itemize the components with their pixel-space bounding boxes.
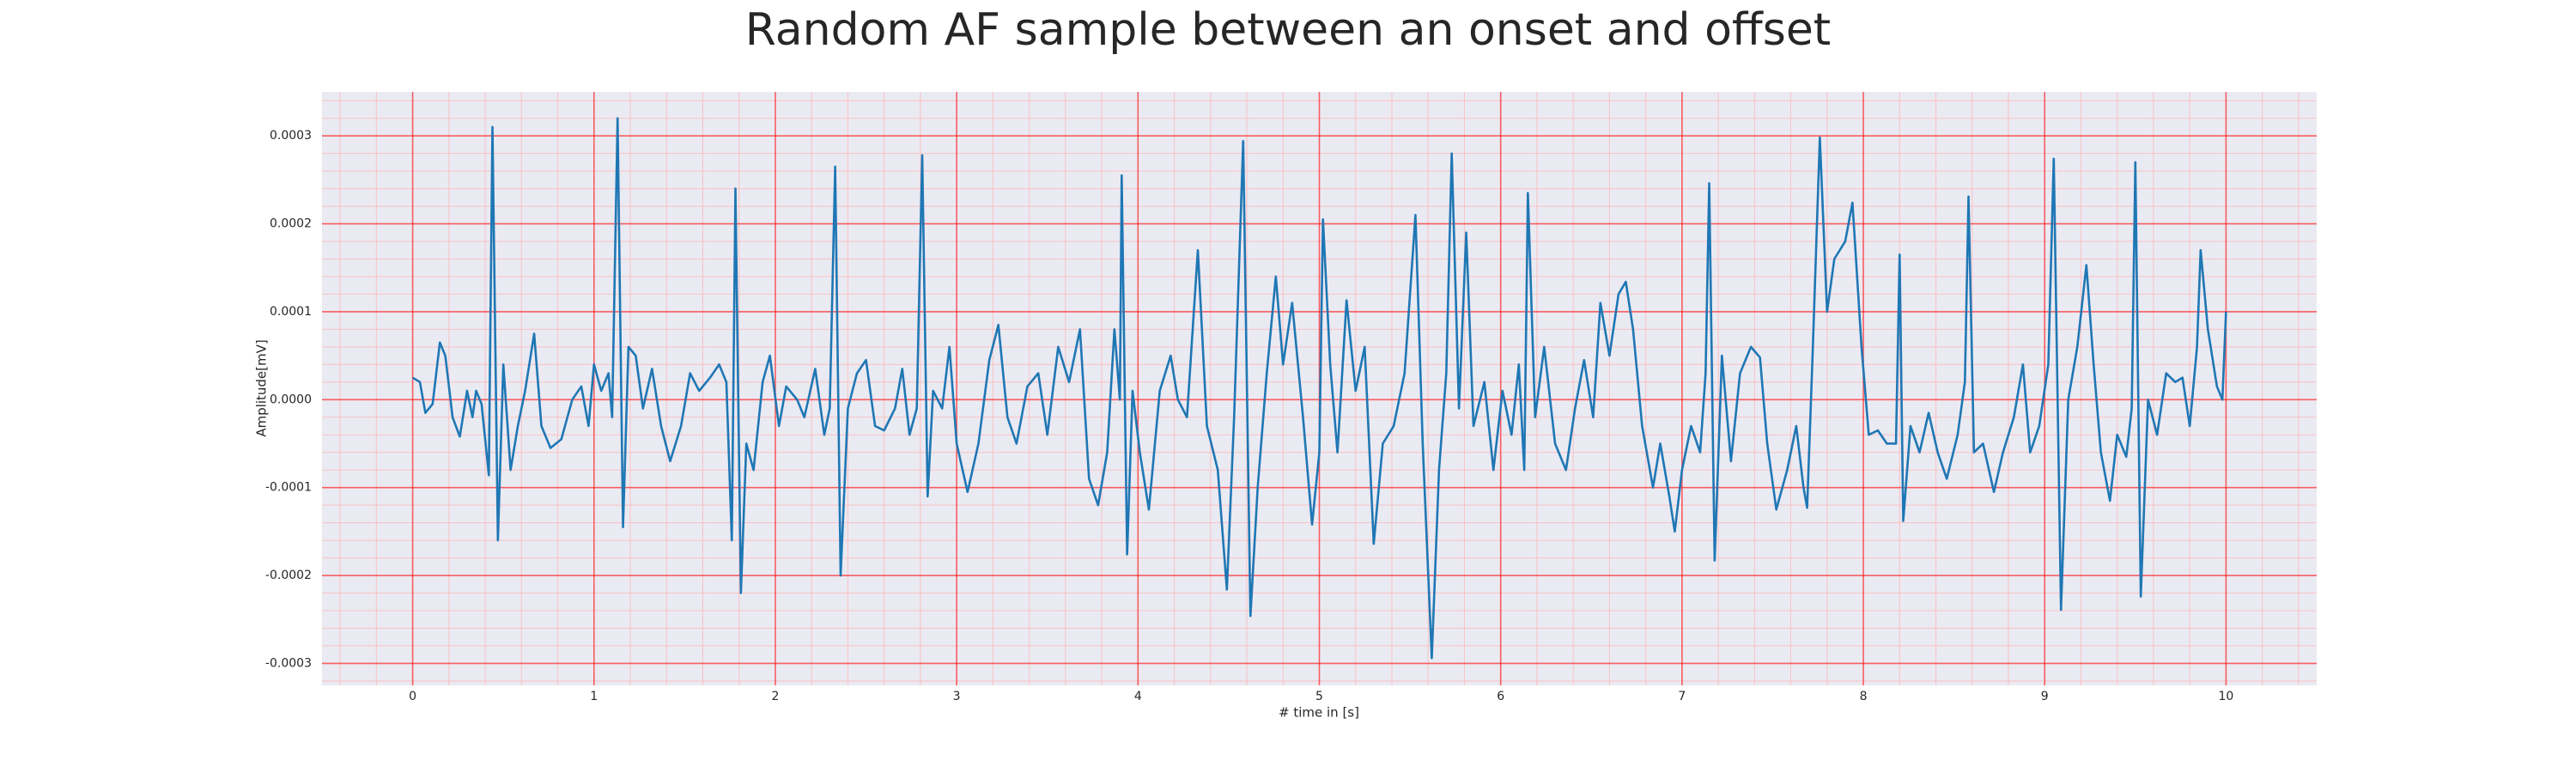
x-tick-label: 0 xyxy=(409,690,416,703)
x-axis-label: # time in [s] xyxy=(1279,705,1359,721)
y-tick-label: 0.0002 xyxy=(270,217,312,231)
x-tick-label: 5 xyxy=(1315,690,1323,703)
x-tick-label: 8 xyxy=(1860,690,1868,703)
x-tick-label: 6 xyxy=(1497,690,1504,703)
ticks: 0 1 2 3 4 5 6 7 8 9 10 -0.0003 -0.0002 -0.0001 0.0000 0… xyxy=(265,129,2233,703)
y-tick-label: -0.0003 xyxy=(265,656,312,670)
x-tick-label: 7 xyxy=(1678,690,1686,703)
plot-area xyxy=(411,117,2227,660)
x-tick-label: 9 xyxy=(2041,690,2049,703)
y-tick-label: -0.0001 xyxy=(265,481,312,495)
y-tick-label: -0.0002 xyxy=(265,569,312,582)
chart-title: Random AF sample between an onset and of… xyxy=(745,4,1831,56)
x-tick-label: 4 xyxy=(1134,690,1142,703)
y-tick-label: 0.0001 xyxy=(270,305,312,319)
y-axis-label: Amplitude[mV] xyxy=(254,339,270,436)
y-tick-label: 0.0003 xyxy=(270,129,312,143)
x-tick-label: 2 xyxy=(771,690,779,703)
x-tick-label: 3 xyxy=(953,690,961,703)
x-tick-label: 10 xyxy=(2218,690,2233,703)
x-tick-label: 1 xyxy=(590,690,598,703)
data-line xyxy=(411,117,2227,660)
y-tick-label: 0.0000 xyxy=(270,393,312,406)
